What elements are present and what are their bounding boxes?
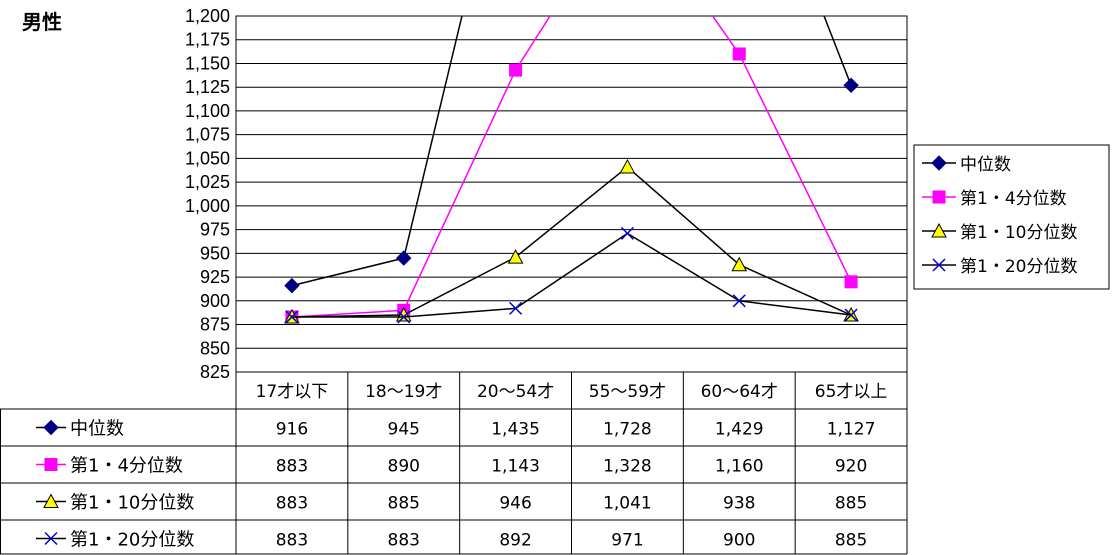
row-key-marker bbox=[44, 458, 58, 471]
table-cell: 885 bbox=[388, 494, 420, 514]
data-point bbox=[397, 310, 411, 324]
y-tick-label: 950 bbox=[200, 243, 230, 263]
legend-label: 第1・4分位数 bbox=[960, 189, 1067, 209]
table-cell: 883 bbox=[276, 457, 308, 477]
legend-marker bbox=[932, 190, 946, 204]
y-tick-label: 825 bbox=[200, 362, 230, 382]
row-label: 第1・10分位数 bbox=[70, 493, 194, 514]
data-point bbox=[732, 47, 746, 61]
table-cell: 892 bbox=[499, 531, 531, 551]
category-label: 17才以下 bbox=[256, 382, 329, 402]
table-cell: 971 bbox=[611, 531, 643, 551]
table-cell: 885 bbox=[835, 531, 867, 551]
plot-area bbox=[284, 16, 859, 324]
table-row: 中位数 916 945 1,435 1,728 1,429 1,127 bbox=[36, 419, 875, 440]
table-cell: 883 bbox=[276, 494, 308, 514]
y-tick-label: 1,175 bbox=[185, 30, 230, 50]
table-cell: 945 bbox=[388, 420, 420, 440]
category-label: 60～64才 bbox=[701, 382, 778, 402]
y-tick-label: 1,075 bbox=[185, 125, 230, 145]
y-tick-label: 1,125 bbox=[185, 77, 230, 97]
y-tick-label: 1,150 bbox=[185, 53, 230, 73]
data-point bbox=[396, 250, 412, 266]
grid-lines bbox=[235, 15, 908, 373]
y-tick-label: 1,025 bbox=[185, 172, 230, 192]
table-cell: 883 bbox=[276, 531, 308, 551]
data-point bbox=[844, 308, 858, 322]
y-tick-label: 1,050 bbox=[185, 148, 230, 168]
y-tick-label: 1,000 bbox=[185, 196, 230, 216]
y-tick-label: 925 bbox=[200, 267, 230, 287]
data-point bbox=[731, 256, 748, 272]
legend-entry: 中位数 bbox=[922, 155, 1011, 175]
table-cell: 1,143 bbox=[491, 457, 540, 477]
data-point bbox=[509, 301, 523, 315]
table-cell: 1,728 bbox=[603, 420, 652, 440]
category-label: 18～19才 bbox=[365, 382, 442, 402]
table-cell: 885 bbox=[835, 494, 867, 514]
y-tick-label: 1,100 bbox=[185, 101, 230, 121]
table-cell: 900 bbox=[723, 531, 755, 551]
data-point bbox=[507, 249, 524, 264]
table-cell: 938 bbox=[723, 494, 755, 514]
table-cell: 890 bbox=[388, 457, 420, 477]
table-cell: 1,041 bbox=[603, 494, 652, 514]
y-axis-ticks: 825 850 875 900 925 950 975 1,000 1,025 1,050 1,07… bbox=[185, 6, 230, 382]
data-point bbox=[285, 310, 299, 324]
table-cell: 946 bbox=[499, 494, 531, 514]
table-cell: 1,429 bbox=[715, 420, 764, 440]
data-point bbox=[732, 294, 746, 308]
series-line bbox=[291, 16, 852, 318]
table-cell: 1,127 bbox=[827, 420, 876, 440]
series-line bbox=[291, 165, 852, 318]
table-row: 第1・4分位数 883 890 1,143 1,328 1,160 920 bbox=[36, 456, 867, 477]
legend-label: 第1・10分位数 bbox=[960, 223, 1077, 243]
row-label: 中位数 bbox=[70, 419, 124, 440]
table-row: 第1・10分位数 883 885 946 1,041 938 885 bbox=[36, 493, 867, 514]
row-label: 第1・4分位数 bbox=[70, 456, 183, 477]
y-tick-label: 900 bbox=[200, 291, 230, 311]
legend-label: 中位数 bbox=[960, 155, 1011, 175]
legend-entry: 第1・20分位数 bbox=[922, 257, 1077, 277]
table-cell: 920 bbox=[835, 457, 867, 477]
table-cell: 916 bbox=[276, 420, 308, 440]
y-tick-label: 875 bbox=[200, 315, 230, 335]
plot-border bbox=[235, 15, 908, 373]
data-point bbox=[619, 158, 636, 174]
data-point bbox=[395, 306, 412, 322]
data-point bbox=[284, 277, 300, 294]
data-point bbox=[843, 77, 859, 94]
legend-marker bbox=[932, 258, 946, 272]
table-cell: 1,328 bbox=[603, 457, 652, 477]
category-label: 65才以上 bbox=[815, 382, 888, 402]
table-row: 第1・20分位数 883 883 892 971 900 885 bbox=[36, 530, 867, 551]
chart-title: 男性 bbox=[22, 10, 62, 34]
legend-label: 第1・20分位数 bbox=[960, 257, 1077, 277]
row-label: 第1・20分位数 bbox=[70, 530, 194, 551]
y-tick-label: 1,200 bbox=[185, 6, 230, 26]
legend-marker bbox=[931, 222, 947, 238]
data-point bbox=[509, 63, 523, 77]
y-tick-label: 850 bbox=[200, 338, 230, 358]
data-point bbox=[620, 226, 634, 240]
series-line bbox=[291, 232, 852, 318]
legend-entry: 第1・10分位数 bbox=[922, 222, 1077, 243]
y-tick-label: 975 bbox=[200, 220, 230, 240]
table-cell: 1,435 bbox=[491, 420, 540, 440]
row-key-marker bbox=[43, 419, 59, 436]
category-label: 55～59才 bbox=[589, 382, 666, 402]
legend-marker bbox=[931, 155, 947, 171]
data-point bbox=[844, 275, 858, 289]
series-line bbox=[291, 16, 852, 287]
table-cell: 883 bbox=[388, 531, 420, 551]
legend-entry: 第1・4分位数 bbox=[922, 189, 1067, 209]
row-key-marker bbox=[44, 531, 58, 546]
category-label: 20～54才 bbox=[477, 382, 554, 402]
row-key-marker bbox=[43, 493, 59, 508]
table-cell: 1,160 bbox=[715, 457, 764, 477]
